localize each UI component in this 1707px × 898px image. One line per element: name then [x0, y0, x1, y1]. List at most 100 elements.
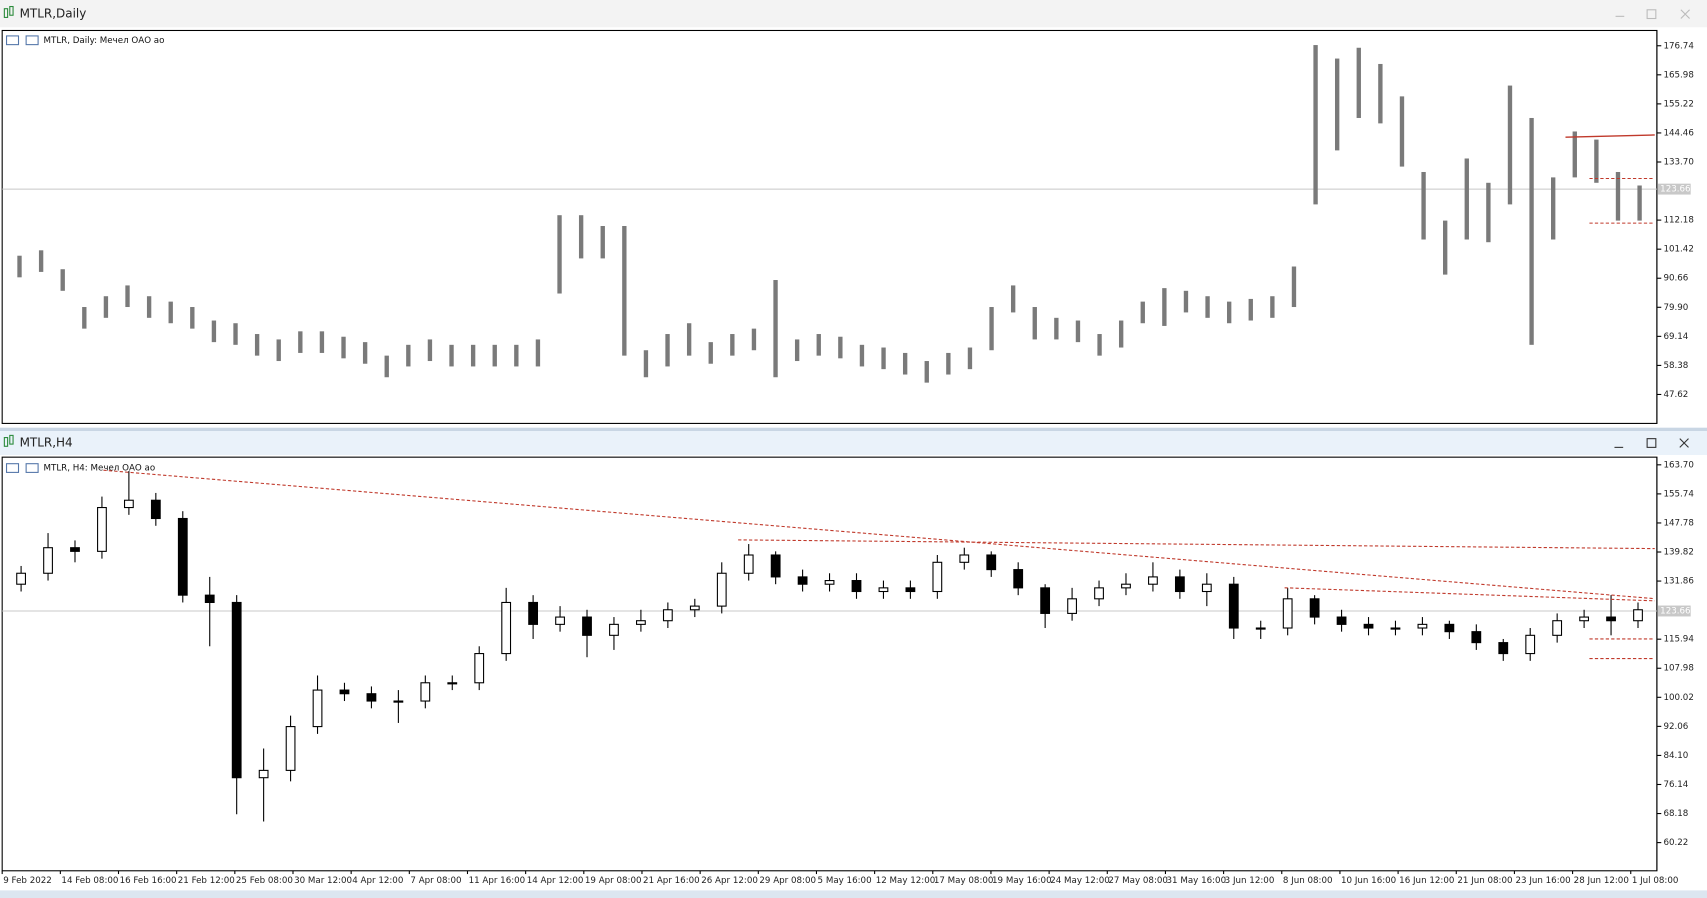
x-tick-label: 30 Mar 12:00: [294, 876, 352, 886]
x-tick-label: 3 Jun 12:00: [1225, 876, 1275, 886]
price-bar: [1183, 290, 1189, 313]
candle-body: [1444, 623, 1455, 633]
price-bar: [859, 344, 865, 367]
price-bar: [125, 285, 130, 308]
price-bar: [794, 339, 800, 362]
price-bar: [1551, 177, 1556, 240]
price-bar: [470, 344, 476, 367]
price-bar: [38, 250, 44, 272]
status-strip: [0, 890, 1707, 898]
x-tick-label: 26 Apr 12:00: [701, 876, 758, 886]
y-tick-label: 101.42: [1663, 245, 1693, 255]
price-bar: [1637, 185, 1642, 221]
price-bar: [1443, 220, 1448, 275]
candle-body: [1067, 598, 1077, 614]
candle-body: [636, 620, 646, 625]
candle-body: [1282, 598, 1293, 629]
price-bar: [1075, 320, 1081, 343]
price-bar: [816, 334, 821, 356]
price-bar: [1010, 285, 1016, 313]
price-bar: [838, 336, 843, 359]
x-tick-label: 25 Feb 08:00: [236, 876, 293, 886]
x-tick-label: 7 Apr 08:00: [410, 876, 461, 886]
price-bar: [1356, 47, 1361, 118]
price-bar: [17, 255, 22, 278]
candle-body: [1094, 587, 1104, 600]
y-tick-label: 144.46: [1663, 128, 1693, 138]
candle-body: [1633, 609, 1643, 622]
candle-body: [770, 554, 781, 578]
y-tick-label: 165.98: [1663, 70, 1693, 80]
x-tick-label: 27 May 08:00: [1108, 876, 1168, 886]
price-bar: [60, 269, 65, 291]
x-tick-label: 21 Jun 08:00: [1457, 876, 1512, 886]
price-bar: [1118, 320, 1124, 348]
price-bar: [600, 226, 605, 259]
price-bar: [254, 334, 260, 356]
window-icon: [3, 434, 14, 447]
candle-body: [1579, 616, 1590, 622]
x-tick-label: 21 Apr 16:00: [643, 876, 700, 886]
price-bar: [1464, 158, 1469, 240]
price-bar: [622, 226, 627, 356]
price-bar: [82, 307, 87, 329]
y-tick-label: 115.94: [1663, 635, 1694, 645]
x-tick-label: 11 Apr 16:00: [469, 876, 526, 886]
candle-body: [1336, 616, 1347, 625]
window-title: MTLR,Daily: [20, 7, 87, 21]
price-bar: [1615, 171, 1621, 221]
price-bar: [773, 280, 778, 378]
price-bar: [535, 339, 541, 367]
price-bar: [1140, 301, 1145, 324]
title-bar: [0, 431, 1707, 455]
price-bar: [1270, 296, 1275, 318]
price-bar: [989, 307, 994, 351]
price-bar: [449, 344, 454, 367]
price-bar: [1054, 317, 1059, 340]
x-tick-label: 9 Feb 2022: [3, 876, 52, 886]
price-bar: [946, 352, 951, 375]
chart-icons: [5, 35, 39, 473]
title-bar: [0, 0, 1707, 28]
candle-body: [797, 576, 808, 585]
x-tick-label: 23 Jun 16:00: [1516, 876, 1571, 886]
candle-body: [1525, 634, 1536, 655]
candle-body: [582, 616, 592, 636]
window-buttons[interactable]: [1614, 438, 1689, 448]
y-tick-label: 58.38: [1663, 361, 1688, 371]
y-tick-label: 100.02: [1663, 693, 1693, 703]
price-bar: [341, 336, 346, 359]
y-tick-label: 68.18: [1663, 809, 1688, 819]
window-buttons[interactable]: [1615, 9, 1690, 20]
candle-body: [474, 653, 485, 684]
price-bar: [233, 323, 238, 345]
chart-label: MTLR, Daily: Мечел ОАО ао: [44, 36, 165, 46]
price-bar: [168, 301, 173, 324]
price-bar: [1226, 301, 1232, 324]
candle-body: [1255, 627, 1266, 630]
price-bar: [1421, 171, 1426, 240]
trend-lines: [103, 134, 1655, 660]
candle-body: [16, 572, 26, 585]
candle-body: [528, 601, 539, 625]
candle-body: [1390, 627, 1401, 630]
price-bar: [492, 344, 497, 367]
price-bar: [1378, 63, 1383, 124]
y-tick-label: 176.74: [1663, 41, 1694, 51]
x-tick-label: 16 Jun 12:00: [1399, 876, 1454, 886]
price-bar: [1248, 298, 1253, 321]
x-tick-label: 17 May 08:00: [934, 876, 994, 886]
x-tick-label: 14 Feb 08:00: [61, 876, 118, 886]
current-price-label: 123.66: [1660, 185, 1690, 195]
current-price-label: 123.66: [1660, 607, 1690, 617]
candle-body: [1498, 642, 1509, 655]
candle-body: [1471, 631, 1482, 644]
price-bar: [1594, 139, 1599, 183]
price-bar: [665, 334, 670, 367]
price-bar: [751, 328, 757, 351]
x-tick-label: 4 Apr 12:00: [352, 876, 403, 886]
x-tick-label: 19 Apr 08:00: [585, 876, 642, 886]
candle-body: [501, 601, 512, 655]
candle-body: [1363, 623, 1374, 629]
